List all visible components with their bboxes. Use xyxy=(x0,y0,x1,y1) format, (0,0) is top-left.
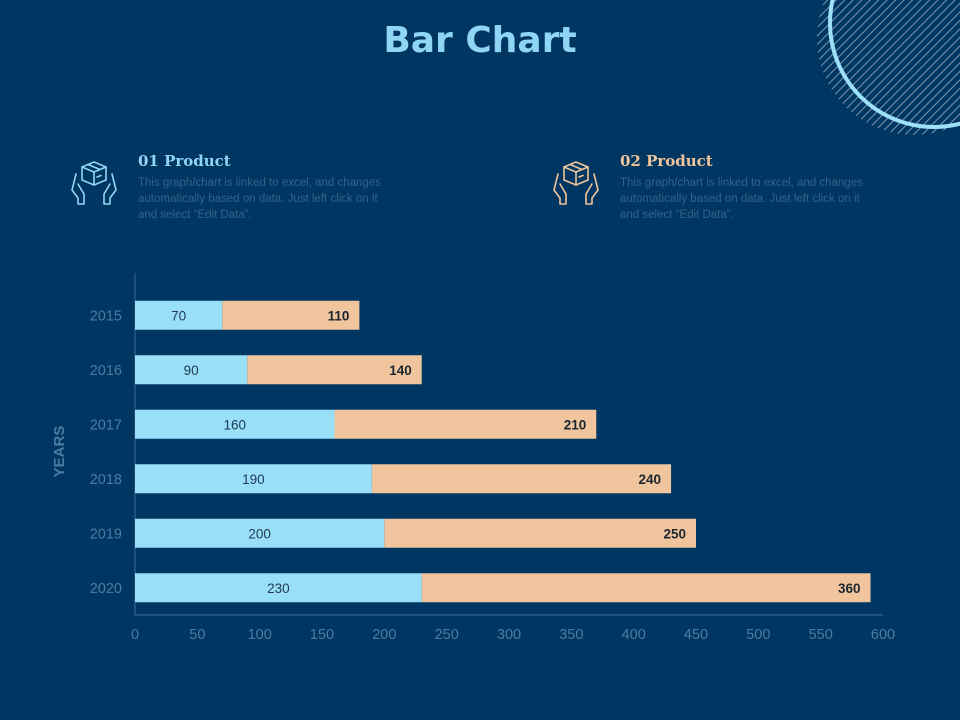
x-tick-label: 300 xyxy=(497,627,521,643)
x-tick-label: 100 xyxy=(248,627,272,643)
bar-series-1 xyxy=(135,355,248,385)
data-label-series-1: 70 xyxy=(171,308,186,323)
y-tick-label: 2016 xyxy=(90,363,122,379)
product-1-description: This graph/chart is linked to excel, and… xyxy=(138,177,381,221)
hatched-circle xyxy=(817,0,960,135)
data-label-series-2: 250 xyxy=(663,526,686,541)
product-2-title: 02 Product xyxy=(620,152,713,170)
y-tick-label: 2018 xyxy=(90,472,122,488)
chart-title: Bar Chart xyxy=(383,20,577,61)
data-label-series-1: 90 xyxy=(184,363,199,378)
data-label-series-2: 110 xyxy=(328,308,350,323)
bar-series-1 xyxy=(135,409,335,439)
product-1-title: 01 Product xyxy=(138,152,231,170)
bar-series-2 xyxy=(222,300,360,330)
bar-series-1 xyxy=(135,573,422,603)
data-label-series-2: 240 xyxy=(639,472,662,487)
x-tick-label: 400 xyxy=(622,627,646,643)
data-label-series-1: 190 xyxy=(242,472,265,487)
data-label-series-1: 230 xyxy=(267,581,290,596)
box-in-hands-icon xyxy=(553,161,599,205)
x-tick-label: 50 xyxy=(189,627,205,643)
x-tick-label: 150 xyxy=(310,627,334,643)
y-tick-label: 2015 xyxy=(90,308,122,324)
bar-series-2 xyxy=(371,464,672,494)
decorative-circle xyxy=(817,0,960,135)
box-in-hands-icon xyxy=(71,161,117,205)
bar-series-1 xyxy=(135,518,385,548)
y-tick-label: 2019 xyxy=(90,526,122,542)
data-label-series-1: 200 xyxy=(248,526,271,541)
y-tick-label: 2020 xyxy=(90,581,122,597)
bar-series-2 xyxy=(421,573,871,603)
bar-series-1 xyxy=(135,464,372,494)
data-label-series-2: 140 xyxy=(389,363,412,378)
x-tick-label: 550 xyxy=(809,627,833,643)
x-tick-label: 250 xyxy=(435,627,459,643)
x-tick-label: 350 xyxy=(559,627,583,643)
x-tick-label: 500 xyxy=(746,627,770,643)
x-tick-label: 450 xyxy=(684,627,708,643)
bar-series-1 xyxy=(135,300,223,330)
bar-series-2 xyxy=(334,409,597,439)
ring-circle xyxy=(828,0,960,129)
y-tick-label: 2017 xyxy=(90,417,122,433)
bar-series-2 xyxy=(384,518,696,548)
y-axis-label: YEARS xyxy=(51,426,68,478)
product-2-description: This graph/chart is linked to excel, and… xyxy=(620,177,863,221)
x-tick-label: 200 xyxy=(372,627,396,643)
x-tick-label: 0 xyxy=(131,627,139,643)
data-label-series-2: 360 xyxy=(838,581,861,596)
data-label-series-1: 160 xyxy=(223,417,246,432)
bar-series-2 xyxy=(247,355,422,385)
x-tick-label: 600 xyxy=(871,627,895,643)
data-label-series-2: 210 xyxy=(564,417,587,432)
